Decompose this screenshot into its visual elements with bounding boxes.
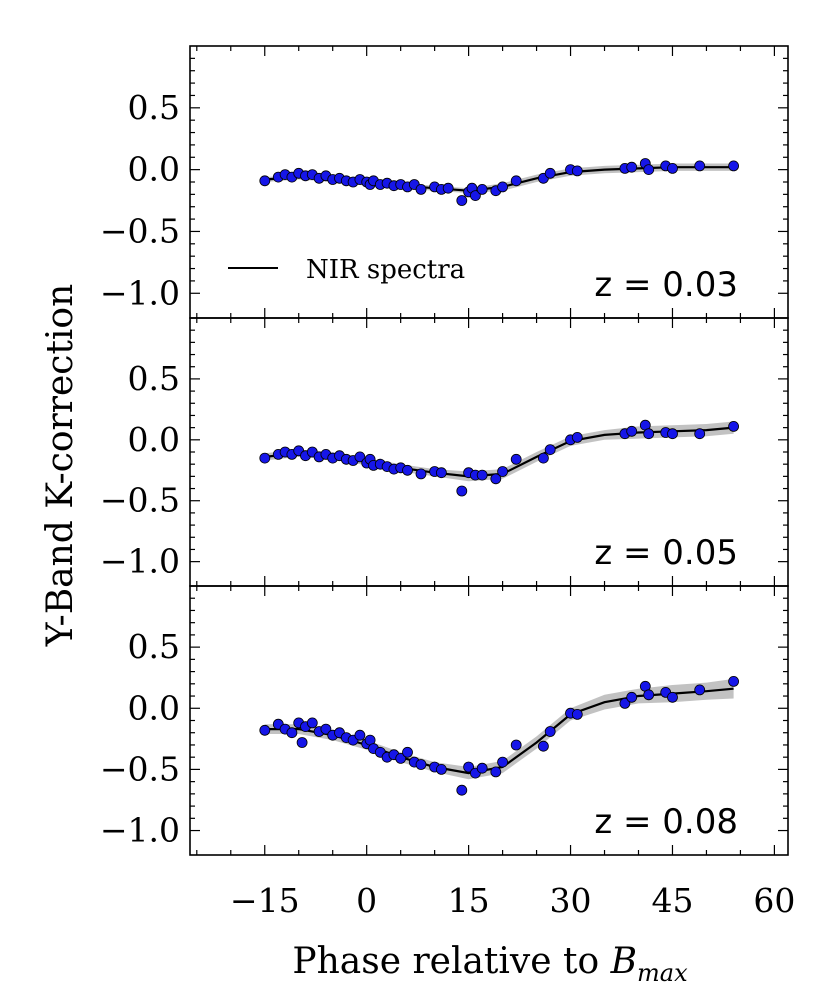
- y-tick-label: 0.5: [128, 359, 180, 398]
- data-point: [667, 162, 678, 174]
- data-point: [571, 431, 583, 443]
- data-point: [306, 717, 318, 729]
- y-tick-label: 0.5: [128, 627, 180, 666]
- data-point: [442, 182, 454, 194]
- data-point: [510, 175, 522, 187]
- data-point: [497, 466, 509, 477]
- data-point: [667, 691, 678, 703]
- data-point: [694, 684, 706, 696]
- data-point: [490, 766, 502, 778]
- data-point: [667, 428, 678, 440]
- data-point: [510, 739, 522, 751]
- y-tick-label: 0.5: [128, 88, 180, 127]
- data-point: [259, 175, 271, 187]
- x-tick-label: 45: [651, 881, 693, 920]
- panel-3: 0.5 0.0 −0.5 −1.0 z = 0.08: [100, 585, 789, 856]
- y-tick-label: −0.5: [100, 749, 180, 788]
- data-point: [626, 425, 638, 437]
- y-tick-label: −1.0: [100, 273, 180, 312]
- data-point: [476, 762, 488, 774]
- data-point: [415, 759, 427, 770]
- data-point: [354, 451, 366, 463]
- panel-2: 0.5 0.0 −0.5 −1.0 z = 0.05: [100, 317, 789, 587]
- y-tick-label: −0.5: [100, 481, 180, 520]
- redshift-label: z = 0.05: [594, 533, 738, 573]
- data-point: [497, 756, 509, 768]
- data-point: [728, 420, 739, 432]
- x-axis-label-text: Phase relative to: [292, 941, 610, 982]
- data-point: [456, 195, 468, 206]
- data-point: [544, 444, 556, 456]
- data-point: [286, 727, 298, 739]
- data-point: [626, 691, 638, 703]
- data-point: [497, 181, 509, 193]
- x-tick-label: 15: [448, 881, 490, 920]
- x-axis-label-symbol: B: [610, 941, 637, 982]
- data-point: [402, 746, 413, 758]
- data-point: [259, 452, 271, 464]
- panels-layer: 0.5 0.0 −0.5 −1.0 z = 0.03 0.5 0.0 −0.5 −1.0 z = …: [100, 45, 789, 856]
- y-tick-label: −1.0: [100, 811, 180, 850]
- panel-1: 0.5 0.0 −0.5 −1.0 z = 0.03: [100, 45, 789, 319]
- data-point: [728, 676, 739, 687]
- y-tick-label: −1.0: [100, 542, 180, 581]
- data-point: [490, 473, 502, 485]
- legend: NIR spectra: [228, 255, 465, 285]
- data-point: [415, 183, 427, 195]
- data-point: [538, 740, 549, 752]
- redshift-label: z = 0.08: [594, 802, 738, 842]
- data-point: [320, 723, 332, 735]
- data-point: [694, 428, 706, 440]
- data-point: [456, 784, 468, 796]
- data-point: [571, 709, 583, 720]
- x-tick-label: 30: [550, 881, 592, 920]
- data-point: [259, 724, 271, 736]
- data-point: [463, 761, 475, 773]
- data-point: [476, 183, 488, 195]
- data-point: [643, 164, 655, 176]
- x-tick-label: 60: [753, 881, 795, 920]
- redshift-label: z = 0.03: [594, 265, 738, 305]
- data-point: [395, 753, 407, 764]
- x-tick-label: 0: [356, 881, 377, 920]
- x-tick-label: −15: [230, 881, 300, 920]
- data-point: [694, 160, 706, 172]
- x-tick-labels: −15 0 15 30 45 60: [230, 881, 795, 920]
- x-axis-label-subscript: max: [637, 959, 688, 987]
- data-point: [435, 764, 447, 775]
- data-point: [296, 737, 308, 748]
- data-point: [626, 161, 638, 173]
- data-point: [544, 167, 556, 179]
- data-point: [538, 452, 549, 464]
- x-axis-label: Phase relative to Bmax: [292, 941, 688, 987]
- data-point: [510, 453, 522, 465]
- legend-label: NIR spectra: [306, 255, 465, 285]
- data-point: [456, 485, 468, 497]
- data-point: [476, 469, 488, 481]
- y-tick-label: 0.0: [128, 420, 180, 459]
- data-point: [402, 464, 413, 476]
- y-axis-label: Y-Band K-correction: [40, 284, 81, 648]
- y-tick-label: 0.0: [128, 150, 180, 189]
- y-tick-label: 0.0: [128, 688, 180, 727]
- data-point: [435, 467, 447, 479]
- data-point: [571, 165, 583, 177]
- data-point: [643, 428, 655, 440]
- data-point: [354, 729, 366, 741]
- data-point: [469, 190, 481, 202]
- data-point: [643, 689, 655, 701]
- data-point: [415, 468, 427, 480]
- y-tick-label: −0.5: [100, 211, 180, 250]
- data-point: [544, 726, 556, 737]
- data-point: [728, 160, 739, 172]
- data-point: [619, 698, 631, 709]
